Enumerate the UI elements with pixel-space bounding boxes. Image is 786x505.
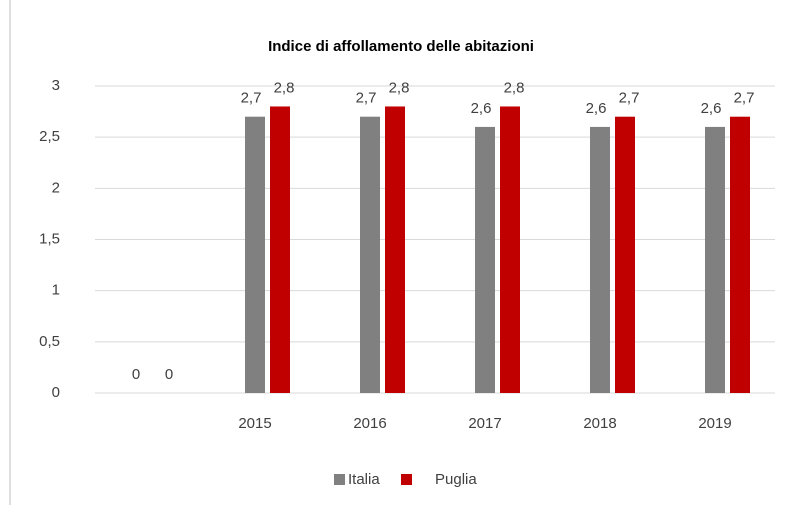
x-tick-label: 2018 bbox=[583, 415, 616, 432]
x-tick-label: 2015 bbox=[238, 415, 271, 432]
x-tick-label: 2016 bbox=[353, 415, 386, 432]
bar bbox=[475, 126, 495, 393]
y-tick-label: 1,5 bbox=[39, 230, 60, 247]
data-label: 2,6 bbox=[471, 100, 492, 117]
bar bbox=[705, 126, 725, 393]
legend-label: Italia bbox=[348, 471, 380, 488]
y-tick-label: 0 bbox=[52, 384, 60, 401]
x-tick-label: 2019 bbox=[698, 415, 731, 432]
bar bbox=[615, 116, 635, 393]
data-label: 0 bbox=[165, 366, 173, 383]
bar bbox=[590, 126, 610, 393]
data-label: 2,8 bbox=[389, 79, 410, 96]
y-tick-label: 0,5 bbox=[39, 333, 60, 350]
legend-swatch bbox=[401, 474, 412, 485]
data-label: 2,7 bbox=[241, 90, 262, 107]
y-tick-label: 1 bbox=[52, 282, 60, 299]
data-label: 2,6 bbox=[586, 100, 607, 117]
x-tick-label: 2017 bbox=[468, 415, 501, 432]
bar bbox=[385, 106, 405, 393]
data-label: 0 bbox=[132, 366, 140, 383]
data-label: 2,8 bbox=[274, 79, 295, 96]
bar bbox=[360, 116, 380, 393]
data-label: 2,6 bbox=[701, 100, 722, 117]
bar bbox=[730, 116, 750, 393]
data-label: 2,7 bbox=[734, 90, 755, 107]
bar bbox=[500, 106, 520, 393]
bar bbox=[270, 106, 290, 393]
data-label: 2,7 bbox=[619, 90, 640, 107]
y-tick-label: 3 bbox=[52, 77, 60, 94]
legend-swatch bbox=[334, 474, 345, 485]
data-label: 2,7 bbox=[356, 90, 377, 107]
y-tick-label: 2 bbox=[52, 179, 60, 196]
bar bbox=[245, 116, 265, 393]
chart-title: Indice di affollamento delle abitazioni bbox=[268, 38, 534, 55]
data-label: 2,8 bbox=[504, 79, 525, 96]
legend-label: Puglia bbox=[435, 471, 477, 488]
y-tick-label: 2,5 bbox=[39, 128, 60, 145]
